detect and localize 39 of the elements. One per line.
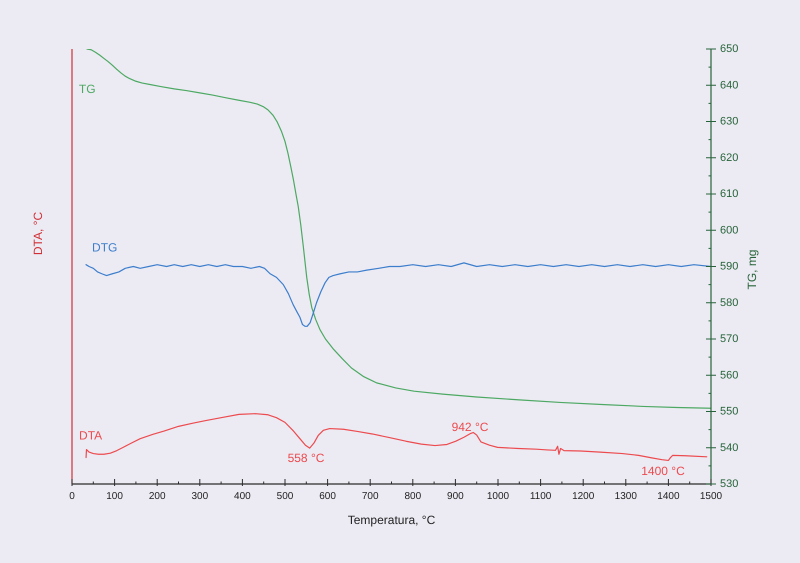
x-tick-label: 400 (234, 491, 252, 502)
x-tick-label: 500 (276, 491, 294, 502)
y2-tick-label: 620 (720, 152, 738, 164)
y2-tick-label: 570 (720, 333, 738, 345)
series-label: DTG (92, 240, 118, 255)
x-tick-label: 100 (106, 491, 124, 502)
y2-tick-label: 590 (720, 260, 738, 272)
series-label: TG (78, 82, 96, 96)
x-tick-label: 700 (362, 491, 379, 502)
x-tick-label: 1500 (700, 491, 723, 502)
y2-tick-label: 540 (720, 442, 738, 454)
x-axis-title: Temperatura, °C (348, 513, 436, 527)
x-tick-label: 1400 (657, 491, 680, 502)
y2-tick-label: 650 (720, 43, 738, 55)
y-axis-title: DTA, °C (31, 212, 45, 256)
x-tick-label: 300 (191, 491, 209, 502)
x-tick-label: 1000 (486, 491, 510, 502)
y2-tick-label: 550 (720, 406, 738, 418)
x-tick-label: 900 (447, 491, 464, 502)
line-series (85, 262, 711, 327)
x-tick-label: 600 (319, 491, 336, 502)
series-label: DTA (79, 428, 102, 443)
y2-tick-label: 610 (720, 188, 738, 200)
y2-tick-label: 530 (720, 478, 738, 490)
x-tick-label: 800 (404, 491, 422, 502)
y2-tick-label: 580 (720, 296, 738, 309)
y2-axis-title: TG, mg (745, 249, 759, 290)
y2-tick-label: 630 (720, 116, 738, 128)
y2-tick-label: 600 (720, 224, 738, 236)
x-tick-label: 1300 (614, 491, 638, 502)
x-tick-label: 0 (69, 491, 76, 502)
annotation: 942 °C (452, 420, 488, 434)
x-tick-label: 1100 (530, 491, 552, 502)
annotation: 558 °C (288, 451, 324, 465)
annotation: 1400 °C (641, 464, 685, 478)
y2-tick-label: 640 (720, 79, 738, 92)
y2-tick-label: 560 (720, 369, 738, 382)
x-tick-label: 1200 (572, 491, 595, 502)
x-tick-label: 200 (148, 491, 166, 502)
